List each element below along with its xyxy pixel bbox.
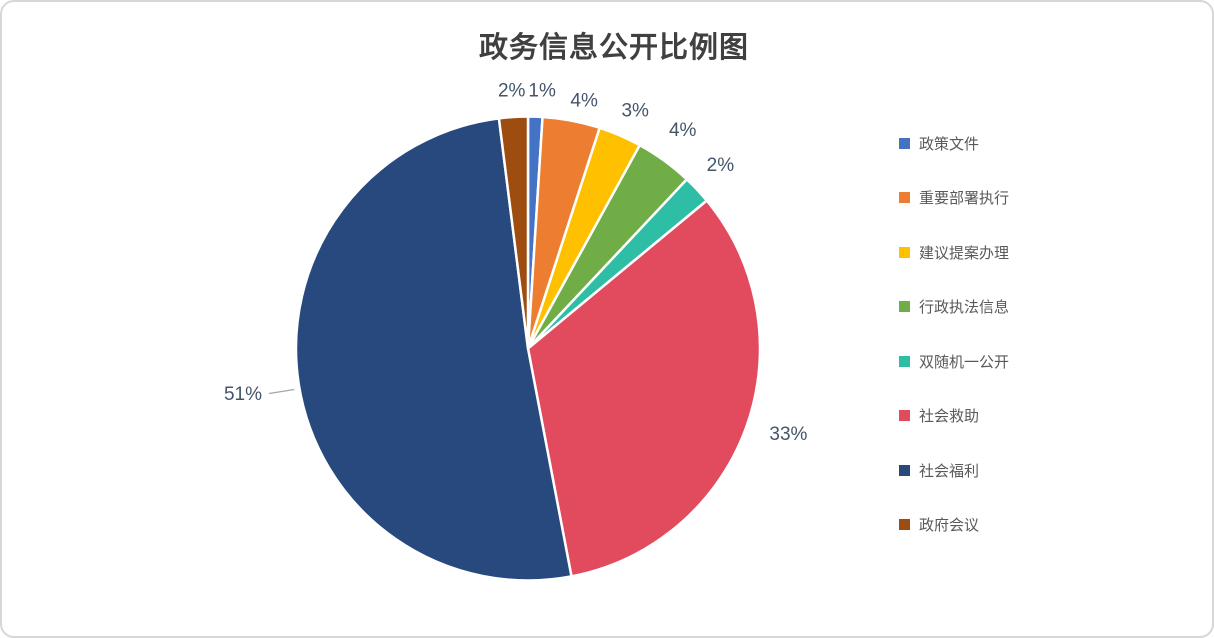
chart-title: 政务信息公开比例图 [478,32,750,64]
legend-marker [899,410,910,422]
legend-item-0: 政策文件 [899,116,1009,171]
legend-item-5: 社会救助 [899,389,1009,444]
legend-label: 建议提案办理 [919,244,1010,262]
legend-item-7: 政府会议 [899,498,1009,553]
legend-label: 社会福利 [919,462,980,480]
legend-label: 政策文件 [919,135,980,153]
legend-label: 政府会议 [919,517,980,535]
legend-item-1: 重要部署执行 [899,171,1009,226]
legend-item-6: 社会福利 [899,443,1009,498]
legend: 政策文件重要部署执行 建议提案办理 行政执法信息 双随机一公开 社会救助社会福利政府会议 [899,116,1009,552]
legend-marker [899,192,910,204]
legend-marker [899,137,910,149]
leader-line [268,388,295,395]
slice-label-0: 1% [528,80,556,101]
slice-label-7: 2% [498,81,526,102]
slice-label-4: 2% [707,155,735,176]
legend-label: 双随机一公开 [919,353,1010,371]
legend-label: 行政执法信息 [919,299,1010,317]
legend-marker [899,246,910,258]
slice-label-5: 33% [769,424,807,445]
pie-slice-7 [497,115,530,350]
legend-marker [899,355,910,367]
pie-slice-5 [526,199,762,578]
legend-label: 社会救助 [919,408,980,426]
legend-marker [899,519,910,531]
slice-label-3: 4% [669,120,697,141]
legend-item-2: 建议提案办理 [899,225,1009,280]
slice-label-6: 51% [224,384,262,405]
legend-item-4: 双随机一公开 [899,334,1009,389]
slice-label-1: 4% [570,90,598,111]
legend-marker [899,301,910,313]
slice-label-2: 3% [621,101,649,122]
legend-marker [899,464,910,476]
legend-label: 重要部署执行 [919,190,1010,208]
legend-item-3: 行政执法信息 [899,280,1009,335]
pie-slice-6 [294,117,573,582]
